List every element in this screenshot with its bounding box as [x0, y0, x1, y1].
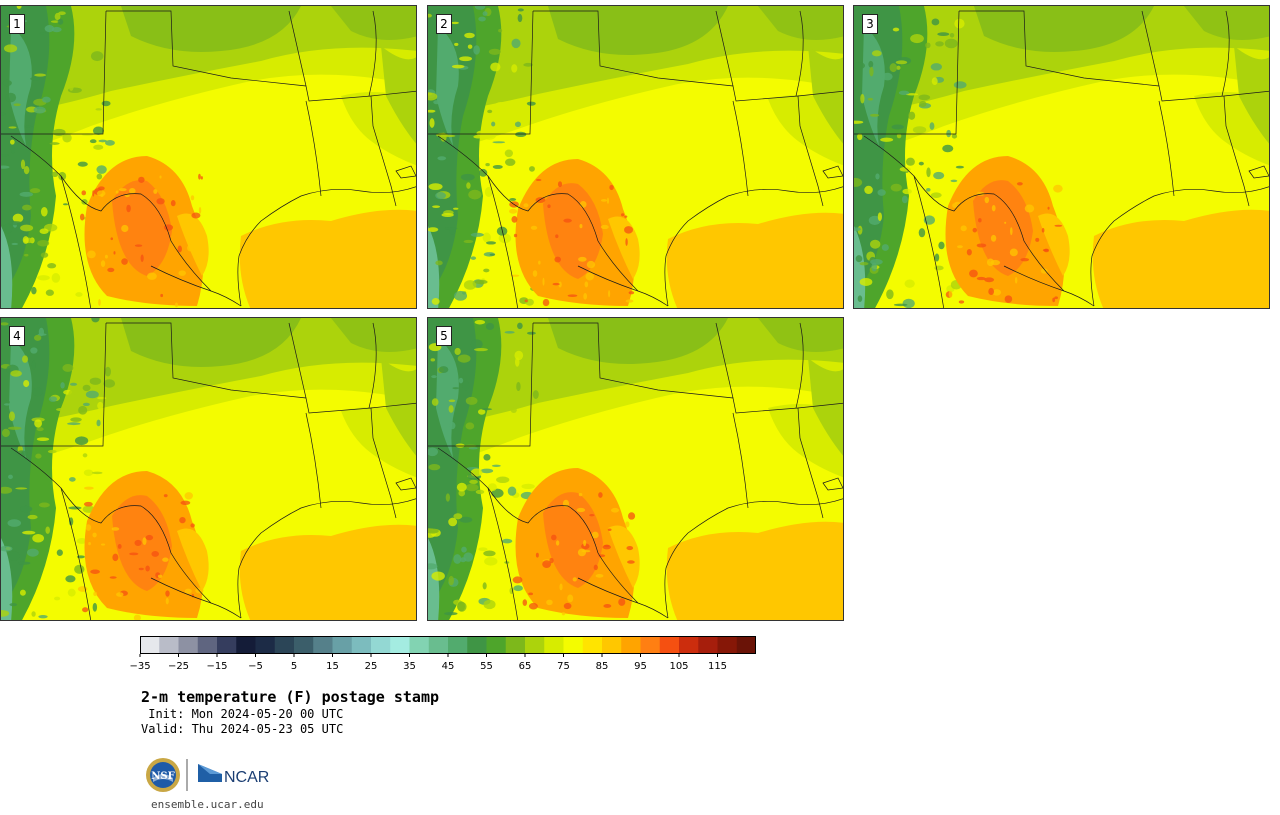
panel-3-label: 3	[862, 14, 878, 34]
colorbar-tick-label: 75	[557, 661, 570, 672]
colorbar-swatches	[140, 636, 756, 654]
colorbar-swatch	[679, 636, 699, 654]
colorbar-tick-label: 5	[291, 661, 297, 672]
colorbar-tick-label: 85	[596, 661, 609, 672]
colorbar-tick-label: 115	[708, 661, 727, 672]
colorbar-swatch	[563, 636, 584, 654]
colorbar-tick-label: 45	[442, 661, 455, 672]
valid-time: Valid: Thu 2024-05-23 05 UTC	[141, 722, 344, 736]
panel-1-temperature-field	[1, 6, 416, 308]
colorbar-swatch	[505, 636, 526, 654]
panel-3-map: 3	[853, 5, 1270, 309]
nsf-text: NSF	[151, 771, 174, 782]
colorbar-swatch	[448, 636, 468, 654]
colorbar-tick-label: −35	[130, 661, 151, 672]
panel-1-map: 1	[0, 5, 417, 309]
colorbar-swatch	[621, 636, 641, 654]
ncar-text: NCAR	[224, 769, 269, 786]
colorbar-swatch	[294, 636, 314, 654]
colorbar-tick-label: 35	[403, 661, 416, 672]
ncar-logo-icon: NCAR	[198, 764, 269, 786]
panel-4-map: 4	[0, 317, 417, 621]
colorbar-swatch	[236, 636, 256, 654]
colorbar-swatch	[602, 636, 622, 654]
colorbar-swatch	[217, 636, 237, 654]
colorbar-swatch	[582, 636, 603, 654]
colorbar-swatch	[717, 636, 738, 654]
colorbar-tick-label: −5	[248, 661, 263, 672]
colorbar-tick-label: 55	[480, 661, 493, 672]
colorbar-swatch	[371, 636, 391, 654]
colorbar-swatch	[428, 636, 449, 654]
colorbar-swatch	[698, 636, 718, 654]
colorbar-tick-label: 95	[634, 661, 647, 672]
colorbar-tick-label: 15	[326, 661, 339, 672]
panel-2-label: 2	[436, 14, 452, 34]
site-url: ensemble.ucar.edu	[151, 798, 264, 811]
nsf-ncar-logo: NSF NCAR	[146, 758, 269, 792]
panel-2-temperature-field	[428, 6, 843, 308]
colorbar-swatch	[525, 636, 545, 654]
colorbar-swatch	[313, 636, 333, 654]
colorbar-swatch	[409, 636, 430, 654]
colorbar-swatch	[351, 636, 372, 654]
colorbar-swatch	[197, 636, 218, 654]
colorbar-tick-label: 105	[669, 661, 688, 672]
colorbar-swatch	[140, 636, 160, 654]
nsf-seal-icon: NSF	[146, 758, 180, 792]
panel-1-label: 1	[9, 14, 25, 34]
colorbar-tick-label: 65	[519, 661, 532, 672]
temperature-colorbar	[140, 636, 756, 654]
init-time: Init: Mon 2024-05-20 00 UTC	[141, 707, 344, 721]
panel-4-temperature-field	[1, 318, 416, 620]
colorbar-swatch	[255, 636, 276, 654]
colorbar-tick-label: −25	[168, 661, 189, 672]
panel-5-label: 5	[436, 326, 452, 346]
colorbar-ticks: −35 −25 −15 −5 5 15 25 35 45 55 65 75 85 95 105 115	[130, 654, 727, 672]
colorbar-swatch	[736, 636, 756, 654]
panel-4-label: 4	[9, 326, 25, 346]
product-title: 2-m temperature (F) postage stamp	[141, 688, 440, 706]
colorbar-swatch	[159, 636, 179, 654]
panel-5-map: 5	[427, 317, 844, 621]
colorbar-swatch	[274, 636, 295, 654]
colorbar-tick-label: −15	[206, 661, 227, 672]
panel-5-temperature-field	[428, 318, 843, 620]
colorbar-swatch	[332, 636, 353, 654]
panel-2-map: 2	[427, 5, 844, 309]
colorbar-swatch	[544, 636, 564, 654]
colorbar-swatch	[659, 636, 680, 654]
colorbar-tick-label: 25	[365, 661, 378, 672]
colorbar-swatch	[467, 636, 487, 654]
colorbar-swatch	[640, 636, 661, 654]
colorbar-swatch	[178, 636, 199, 654]
colorbar-swatch	[486, 636, 507, 654]
panel-3-temperature-field	[854, 6, 1269, 308]
colorbar-swatch	[390, 636, 410, 654]
